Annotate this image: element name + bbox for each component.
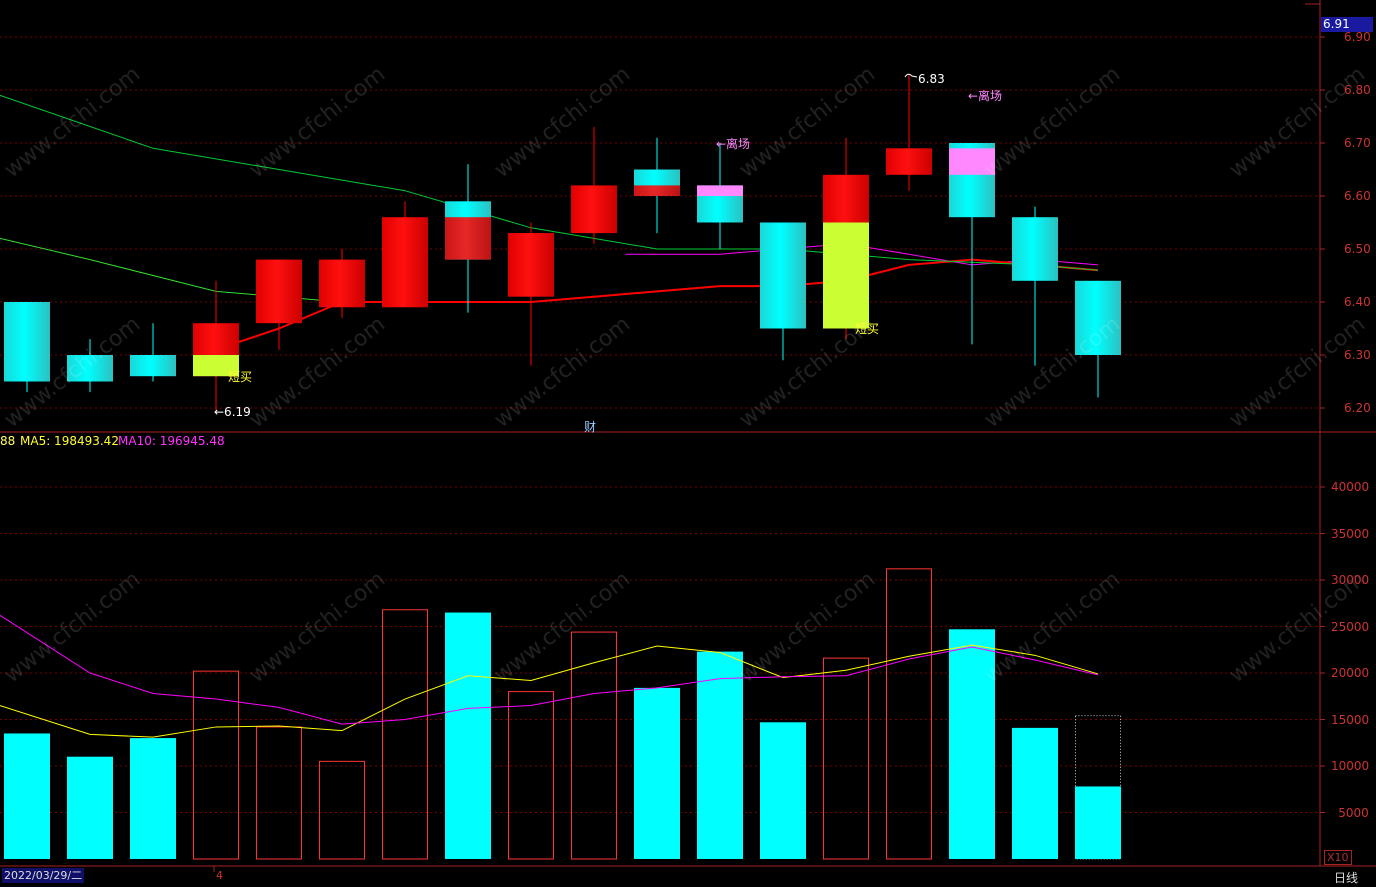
volume-bar: [1075, 786, 1121, 859]
buy-signal-label-2: 短买: [855, 322, 880, 336]
candle-body: [256, 259, 302, 324]
candlesticks[interactable]: [4, 74, 1121, 414]
volume-tick-label: 25000: [1331, 619, 1370, 634]
volume-tick-label: 10000: [1331, 759, 1370, 773]
volume-bar: [445, 612, 491, 859]
candle[interactable]: [256, 259, 302, 350]
candle[interactable]: [823, 137, 869, 340]
volume-bar: [319, 760, 365, 860]
candle[interactable]: [130, 323, 176, 382]
candle[interactable]: [760, 222, 806, 361]
price-tick-label: 6.80: [1344, 83, 1371, 97]
volume-tick-label: 15000: [1331, 712, 1370, 727]
volume-indicator-prefix: 88: [0, 434, 16, 448]
candle-body: [1012, 217, 1058, 281]
volume-bar: [4, 733, 50, 859]
candle-body: [382, 217, 428, 308]
candle[interactable]: [319, 249, 365, 318]
candle[interactable]: [949, 143, 995, 345]
volume-bar: [949, 629, 995, 859]
volume-bar: [508, 691, 554, 860]
exit-signal-block: [949, 148, 995, 175]
volume-bar: [697, 651, 743, 859]
volume-bar: [1012, 727, 1058, 859]
high-price-annotation: 6.83: [918, 72, 945, 86]
price-tick-label: 6.30: [1344, 348, 1371, 362]
volume-tick-label: 20000: [1331, 666, 1370, 680]
volume-line-MA5: [0, 644, 1099, 738]
buy-signal-block: [193, 355, 239, 377]
price-tick-label: 6.50: [1344, 242, 1371, 256]
candle[interactable]: [1075, 280, 1121, 398]
volume-bar: [130, 738, 176, 859]
volume-moving-averages: [0, 614, 1099, 738]
volume-scale-badge: X10: [1324, 850, 1352, 865]
volume-tick-label: 30000: [1331, 573, 1370, 587]
candle-body: [4, 302, 50, 382]
candle-body: [130, 355, 176, 377]
low-price-annotation: ←6.19: [214, 405, 251, 419]
volume-tick-label: 35000: [1331, 526, 1370, 541]
volume-bar: [193, 670, 239, 860]
volume-tick-label: 40000: [1331, 480, 1370, 494]
exit-signal-block: [697, 185, 743, 196]
price-tick-label: 6.60: [1344, 189, 1371, 203]
volume-line-MA10: [0, 614, 1099, 725]
exit-signal-label-2: ←离场: [968, 89, 1003, 103]
volume-bar: [256, 726, 302, 860]
price-tick-label: 6.20: [1344, 401, 1371, 415]
volume-bar: [886, 568, 932, 860]
finance-marker[interactable]: 财: [584, 420, 597, 434]
price-moving-averages: [0, 94, 1099, 351]
candle-body: [571, 185, 617, 234]
volume-tick-label: 5000: [1338, 805, 1369, 820]
candle-body: [1075, 280, 1121, 355]
ma5-label: MA5: 198493.42: [20, 434, 119, 448]
ma10-label: MA10: 196945.48: [118, 434, 225, 448]
candle-body: [886, 148, 932, 175]
volume-bar: [760, 722, 806, 859]
volume-bar: [382, 609, 428, 860]
candle[interactable]: [445, 164, 491, 313]
time-axis-bar: [0, 867, 1376, 887]
candle[interactable]: [508, 222, 554, 366]
price-tick-label: 6.90: [1344, 30, 1371, 44]
volume-bar: [571, 631, 617, 860]
candle[interactable]: [634, 137, 680, 234]
buy-signal-label-1: 短买: [228, 370, 253, 384]
current-price-badge: 6.91: [1321, 17, 1373, 32]
volume-bar: [67, 756, 113, 859]
high-price-pointer: [904, 73, 918, 78]
candle-body: [67, 355, 113, 382]
volume-bars[interactable]: [4, 568, 1121, 860]
candle[interactable]: [67, 339, 113, 393]
price-tick-label: 6.40: [1344, 295, 1371, 309]
candle[interactable]: [4, 302, 50, 393]
candle[interactable]: [1012, 206, 1058, 366]
candle-body: [319, 259, 365, 308]
month-tick-label: 4: [216, 869, 223, 882]
volume-bar: [634, 687, 680, 859]
candle[interactable]: [193, 280, 239, 414]
candle[interactable]: [382, 201, 428, 308]
candle[interactable]: [571, 127, 617, 244]
candle[interactable]: [697, 143, 743, 249]
buy-signal-block: [823, 222, 869, 329]
period-label[interactable]: 日线: [1334, 871, 1359, 885]
candle[interactable]: [886, 74, 932, 191]
candle-overlay: [508, 233, 554, 260]
exit-signal-label-1: ←离场: [716, 137, 751, 151]
candle-overlay: [445, 217, 491, 260]
candle-overlay: [634, 185, 680, 196]
cursor-date-label: 2022/03/29/二: [2, 868, 85, 883]
candle-body: [760, 222, 806, 329]
volume-bar: [823, 657, 869, 860]
price-tick-label: 6.70: [1344, 136, 1371, 150]
